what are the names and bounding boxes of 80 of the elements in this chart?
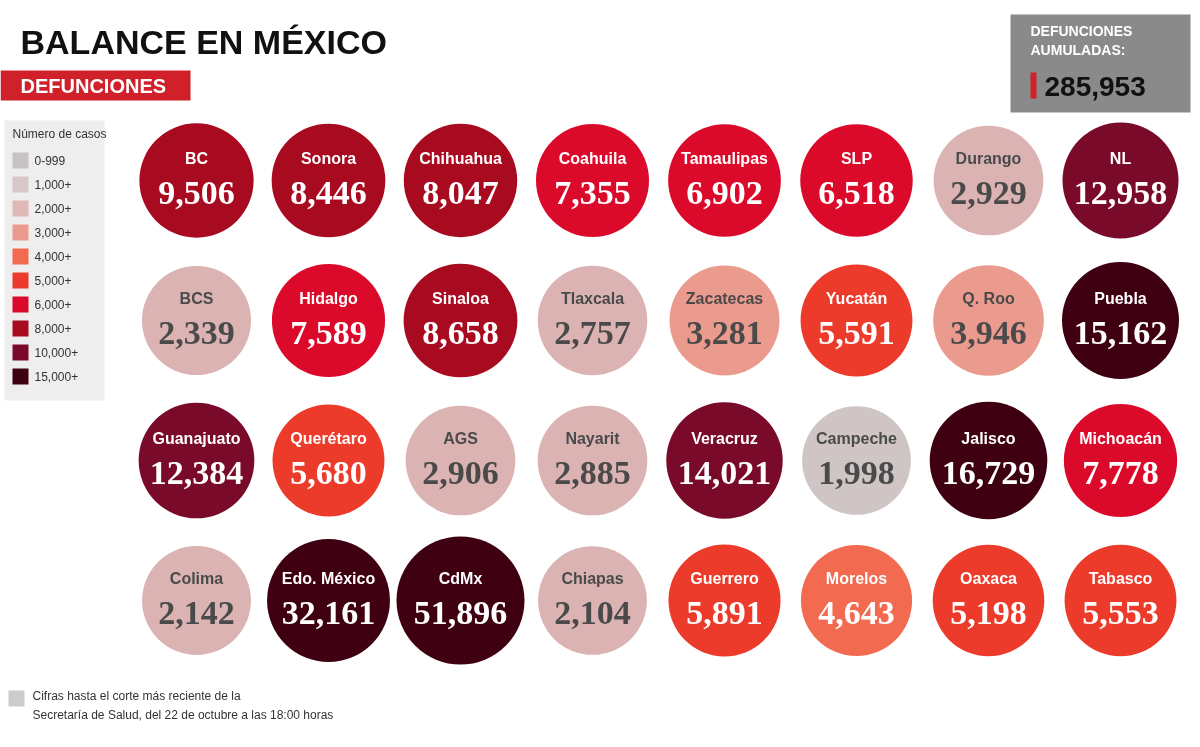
category-label: Tabasco — [1088, 570, 1153, 587]
category-label: Tlaxcala — [560, 290, 625, 307]
data-label: 4,643 — [818, 593, 895, 631]
category-label: Nayarit — [565, 430, 621, 447]
category-label: BCS — [179, 290, 214, 307]
data-label: 2,885 — [554, 453, 631, 491]
category-label: Michoacán — [1079, 430, 1162, 447]
data-label: 16,729 — [941, 453, 1036, 491]
category-label: Guerrero — [690, 570, 759, 587]
category-label: Zacatecas — [685, 290, 764, 307]
data-label: 8,446 — [290, 173, 367, 211]
category-label: AGS — [443, 430, 479, 447]
category-label: Morelos — [825, 570, 888, 587]
data-label: 5,198 — [950, 593, 1027, 631]
text: 285,953 — [1044, 71, 1146, 102]
category-label: CdMx — [438, 570, 483, 587]
text: DEFUNCIONES AUMULADAS: — [1030, 22, 1133, 58]
data-label: 12,958 — [1073, 173, 1168, 211]
category-label: 0-999 — [34, 154, 66, 168]
text: BALANCE EN MÉXICO — [20, 22, 387, 61]
category-label: Puebla — [1094, 290, 1147, 307]
data-label: 1,998 — [818, 453, 895, 491]
category-label: 10,000+ — [34, 346, 79, 360]
category-label: Campeche — [816, 430, 898, 447]
data-label: 6,902 — [686, 173, 763, 211]
data-label: 6,518 — [818, 173, 895, 211]
category-label: BC — [184, 150, 209, 167]
category-label: 6,000+ — [34, 298, 72, 312]
data-label: 2,906 — [422, 453, 499, 491]
category-label: Chiapas — [561, 570, 624, 587]
category-label: Veracruz — [691, 430, 758, 447]
data-label: 5,591 — [818, 313, 895, 351]
category-label: Hidalgo — [299, 290, 359, 307]
category-label: SLP — [840, 150, 873, 167]
category-label: Edo. México — [281, 570, 376, 587]
category-label: Chihuahua — [419, 150, 502, 167]
category-label: Querétaro — [290, 430, 367, 447]
category-label: Oaxaca — [960, 570, 1018, 587]
data-label: 12,384 — [149, 453, 244, 491]
data-label: 8,658 — [422, 313, 499, 351]
category-label: 5,000+ — [34, 274, 72, 288]
category-label: Guanajuato — [152, 430, 241, 447]
category-label: 15,000+ — [34, 370, 79, 384]
data-label: 9,506 — [158, 173, 235, 211]
data-label: 3,946 — [950, 313, 1027, 351]
category-label: Sinaloa — [432, 290, 490, 307]
text: DEFUNCIONES — [20, 74, 167, 97]
category-label: 8,000+ — [34, 322, 72, 336]
category-label: 4,000+ — [34, 250, 72, 264]
category-label: Q. Roo — [962, 290, 1015, 307]
data-label: 5,680 — [290, 453, 367, 491]
category-label: Tamaulipas — [681, 150, 769, 167]
data-label: 2,142 — [158, 593, 235, 631]
data-label: 2,929 — [950, 173, 1027, 211]
data-label: 7,778 — [1082, 453, 1159, 491]
data-label: 7,355 — [554, 173, 631, 211]
data-label: 2,104 — [554, 593, 631, 631]
category-label: Colima — [169, 570, 224, 587]
data-label: 2,339 — [158, 313, 235, 351]
data-label: 14,021 — [677, 453, 772, 491]
data-label: 15,162 — [1073, 313, 1168, 351]
category-label: 3,000+ — [34, 226, 72, 240]
category-label: Coahuila — [558, 150, 627, 167]
category-label: NL — [1109, 150, 1132, 167]
category-label: Jalisco — [961, 430, 1016, 447]
category-label: Sonora — [300, 150, 357, 167]
category-label: Yucatán — [825, 290, 888, 307]
category-label: 2,000+ — [34, 202, 72, 216]
data-label: 5,553 — [1082, 593, 1159, 631]
category-label: 1,000+ — [34, 178, 72, 192]
data-label: 2,757 — [554, 313, 631, 351]
category-label: Durango — [955, 150, 1022, 167]
text: Número de casos — [12, 126, 107, 141]
data-label: 5,891 — [686, 593, 763, 631]
data-label: 51,896 — [413, 593, 508, 631]
data-label: 3,281 — [686, 313, 763, 351]
data-label: 32,161 — [281, 593, 376, 631]
text: Cifras hasta el corte más reciente de la Secretaría de Salud, del 22 de octubre a las 18:00 horas — [32, 688, 334, 723]
data-label: 7,589 — [290, 313, 367, 351]
data-label: 8,047 — [422, 173, 499, 211]
